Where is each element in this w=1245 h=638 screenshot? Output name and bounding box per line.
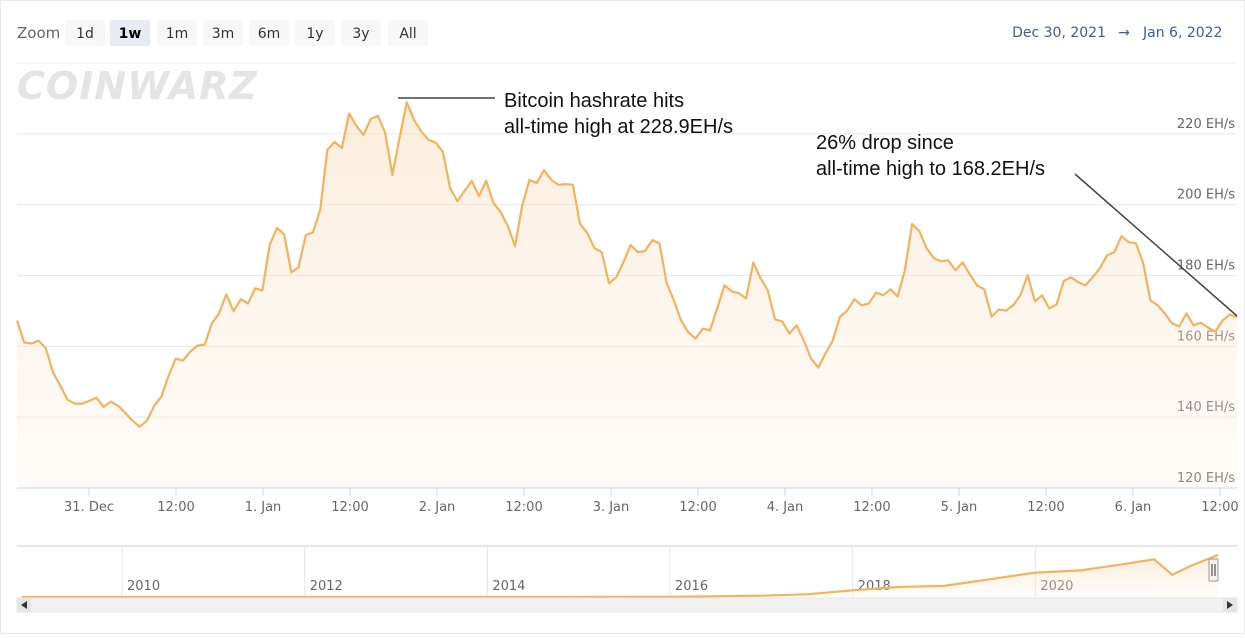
line xyxy=(15,101,1238,428)
x-tick-label: 12:00 xyxy=(1027,500,1064,515)
x-tick-label: 12:00 xyxy=(331,500,368,515)
navigator-tick-label: 2010 xyxy=(127,579,160,594)
zoom-button[interactable] xyxy=(388,20,428,46)
zoom-button[interactable] xyxy=(295,20,335,46)
x-tick-label: 12:00 xyxy=(1201,500,1238,515)
x-tick-label: 4. Jan xyxy=(767,500,804,515)
navigator-tick-label: 2016 xyxy=(675,579,708,594)
x-tick-label: 6. Jan xyxy=(1115,500,1152,515)
y-tick-label: 220 EH/s xyxy=(1177,117,1235,132)
zoom-button-label[interactable]: 1w xyxy=(119,26,142,42)
range-arrow: → xyxy=(1118,25,1130,41)
zoom-button[interactable] xyxy=(249,20,289,46)
line xyxy=(21,553,1219,599)
y-tick-label: 200 EH/s xyxy=(1177,188,1235,203)
zoom-button-label[interactable]: 1m xyxy=(166,26,189,42)
main-plot: COINWARZ120 EH/s140 EH/s160 EH/s180 EH/s… xyxy=(15,62,1239,515)
y-tick-label: 180 EH/s xyxy=(1177,259,1235,274)
zoom-button-label[interactable]: 1d xyxy=(76,26,94,42)
annotation-text: Bitcoin hashrate hits xyxy=(504,90,684,112)
zoom-button[interactable] xyxy=(110,20,150,46)
zoom-button-label[interactable]: 3y xyxy=(352,26,369,42)
scrollbar[interactable] xyxy=(16,597,1238,613)
x-tick-label: 12:00 xyxy=(853,500,890,515)
scroll-left-arrow xyxy=(21,601,27,609)
area-fill xyxy=(21,554,1219,597)
annotation-connector xyxy=(1074,173,1238,317)
x-tick-label: 12:00 xyxy=(679,500,716,515)
annotation-text: all-time high to 168.2EH/s xyxy=(816,158,1045,180)
navigator-tick-label: 2012 xyxy=(310,579,343,594)
range-from[interactable]: Dec 30, 2021 xyxy=(1012,25,1106,41)
zoom-button-label[interactable]: 1y xyxy=(306,26,323,42)
x-tick-label: 12:00 xyxy=(157,500,194,515)
zoom-button[interactable] xyxy=(65,20,105,46)
watermark: COINWARZ xyxy=(17,64,258,108)
x-tick-label: 1. Jan xyxy=(245,500,282,515)
zoom-button[interactable] xyxy=(341,20,381,46)
zoom-button-label[interactable]: 3m xyxy=(212,26,235,42)
range-to[interactable]: Jan 6, 2022 xyxy=(1142,25,1222,41)
annotation-text: all-time high at 228.9EH/s xyxy=(504,116,733,138)
zoom-button-label[interactable]: 6m xyxy=(258,26,281,42)
zoom-button[interactable] xyxy=(203,20,243,46)
navigator-handle[interactable] xyxy=(1208,558,1219,582)
annotation-text: 26% drop since xyxy=(816,132,954,154)
x-tick-label: 31. Dec xyxy=(64,500,114,515)
x-tick-label: 3. Jan xyxy=(593,500,630,515)
navigator: 201020122014201620182020 xyxy=(17,545,1237,599)
x-tick-label: 5. Jan xyxy=(941,500,978,515)
scroll-right-arrow xyxy=(1227,601,1233,609)
zoom-button[interactable] xyxy=(157,20,197,46)
x-tick-label: 2. Jan xyxy=(419,500,456,515)
x-tick-label: 12:00 xyxy=(505,500,542,515)
zoom-button-label[interactable]: All xyxy=(399,26,416,42)
navigator-tick-label: 2014 xyxy=(492,579,525,594)
zoom-label: Zoom xyxy=(17,24,60,42)
